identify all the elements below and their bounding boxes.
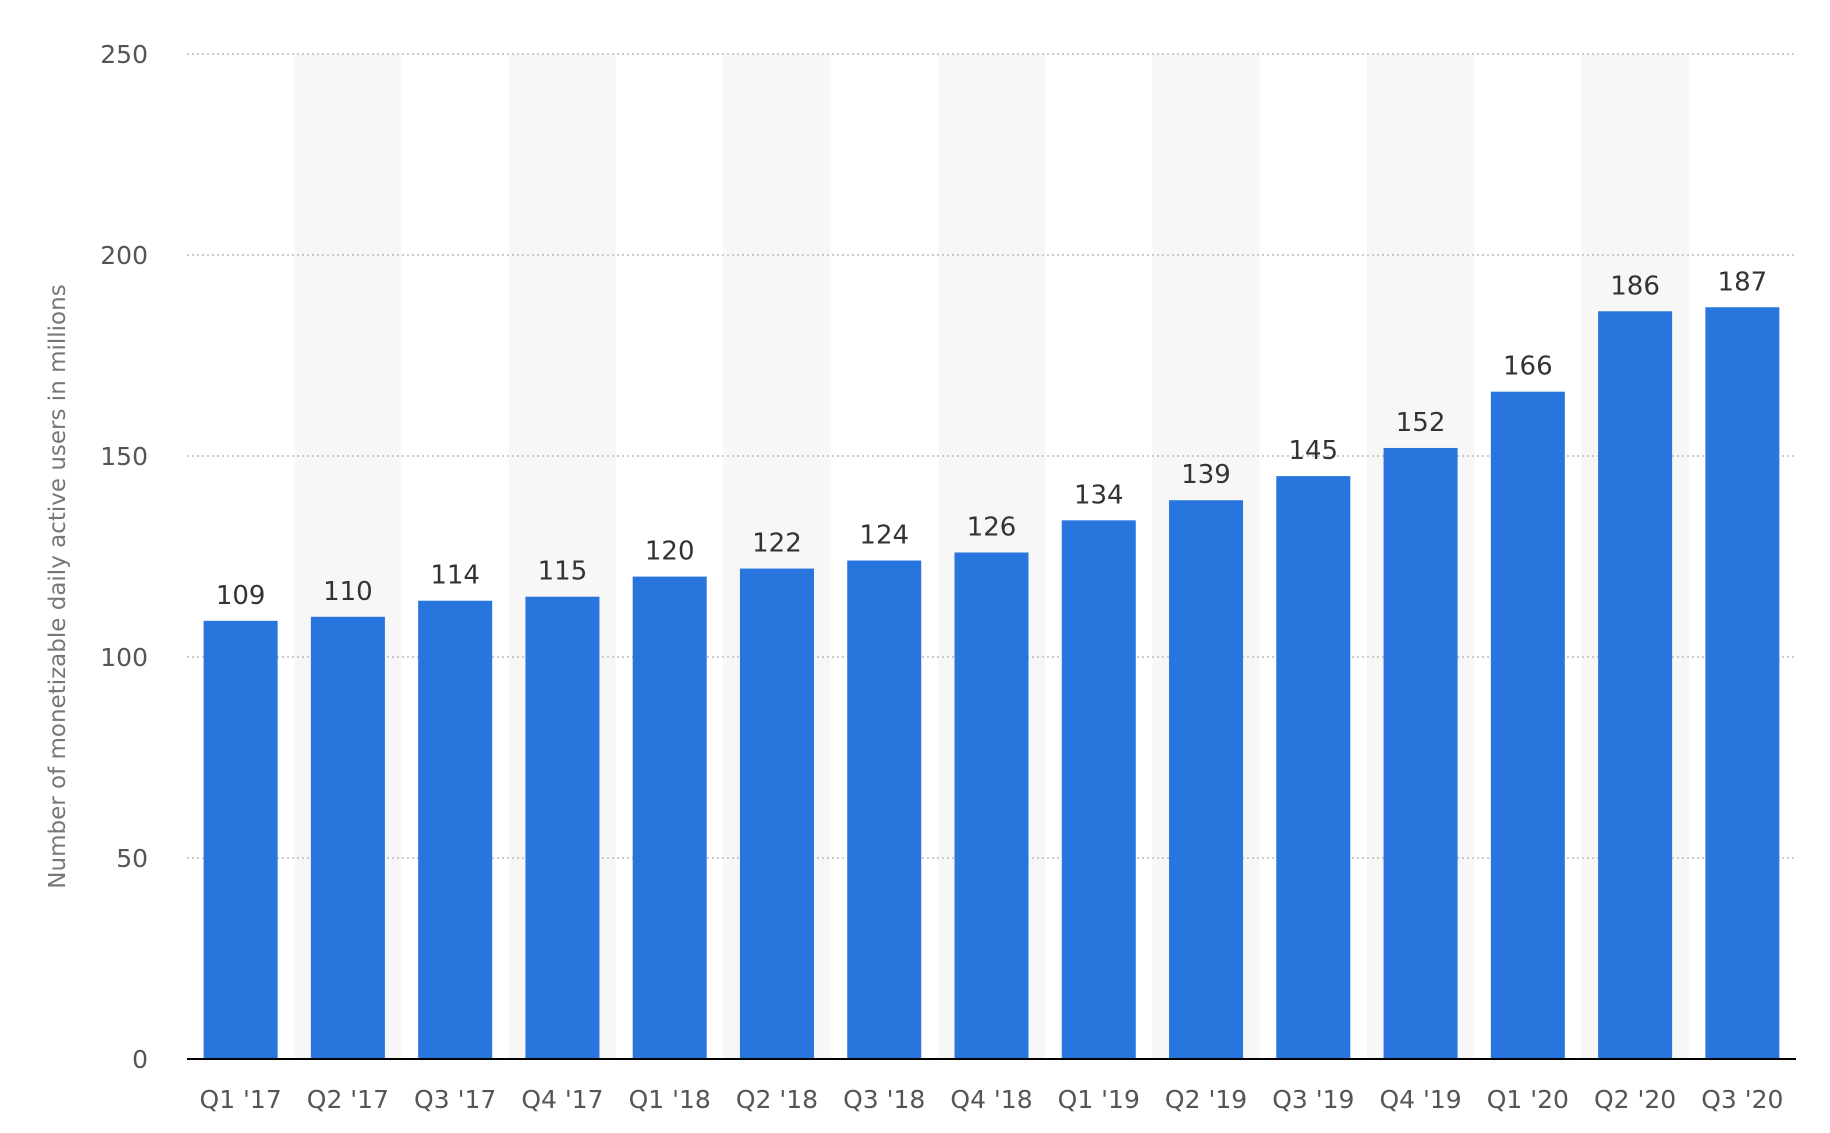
y-tick-label: 0 (132, 1045, 148, 1074)
bar (954, 552, 1029, 1059)
y-tick-label: 50 (116, 844, 148, 873)
x-tick-label: Q3 '19 (1272, 1085, 1354, 1114)
bar (739, 568, 814, 1059)
data-label: 115 (538, 557, 588, 587)
bar (847, 560, 922, 1059)
bar (632, 576, 707, 1059)
x-tick-label: Q4 '18 (950, 1085, 1032, 1114)
x-tick-label: Q4 '19 (1379, 1085, 1461, 1114)
data-label: 109 (216, 581, 266, 611)
x-tick-label: Q1 '17 (200, 1085, 282, 1114)
bar (1705, 307, 1780, 1059)
data-label: 166 (1503, 352, 1553, 382)
data-label: 134 (1074, 480, 1124, 510)
bar (1061, 520, 1136, 1059)
data-label: 187 (1718, 267, 1768, 297)
bar (418, 600, 493, 1059)
bars (203, 307, 1780, 1060)
x-tick-label: Q1 '18 (629, 1085, 711, 1114)
x-tick-label: Q3 '18 (843, 1085, 925, 1114)
data-label: 110 (323, 577, 373, 607)
data-label: 139 (1181, 460, 1231, 490)
y-tick-label: 200 (100, 241, 148, 270)
x-tick-label: Q2 '19 (1165, 1085, 1247, 1114)
x-tick-label: Q4 '17 (521, 1085, 603, 1114)
bar (525, 596, 600, 1059)
y-tick-label: 100 (100, 643, 148, 672)
x-tick-label: Q2 '17 (307, 1085, 389, 1114)
data-label: 122 (752, 529, 802, 559)
x-tick-label: Q1 '19 (1058, 1085, 1140, 1114)
data-label: 126 (967, 512, 1017, 542)
bar (1276, 476, 1351, 1060)
bar (1169, 500, 1244, 1060)
x-axis-ticks: Q1 '17 Q2 '17 Q3 '17 Q4 '17 Q1 '18 Q2 '18 Q3 '… (200, 1085, 1784, 1114)
x-tick-label: Q3 '17 (414, 1085, 496, 1114)
bar (203, 620, 278, 1059)
bar (1598, 311, 1673, 1059)
x-tick-label: Q1 '20 (1487, 1085, 1569, 1114)
data-label: 124 (859, 521, 909, 551)
x-tick-label: Q2 '18 (736, 1085, 818, 1114)
y-tick-label: 250 (100, 40, 148, 69)
bar (1490, 391, 1565, 1059)
bar (1383, 447, 1458, 1060)
data-label: 152 (1396, 408, 1446, 438)
data-label: 145 (1288, 436, 1338, 466)
y-tick-label: 150 (100, 442, 148, 471)
data-label: 186 (1610, 271, 1660, 301)
data-labels: 109 110 114 115 120 122 124 126 134 139 145 152 166 1… (216, 267, 1767, 611)
x-tick-label: Q3 '20 (1701, 1085, 1783, 1114)
y-axis-ticks: 0 50 100 150 200 250 (100, 40, 148, 1074)
data-label: 114 (430, 561, 480, 591)
data-label: 120 (645, 537, 695, 567)
bar (310, 616, 385, 1059)
x-tick-label: Q2 '20 (1594, 1085, 1676, 1114)
y-axis-title: Number of monetizable daily active users… (45, 284, 71, 888)
